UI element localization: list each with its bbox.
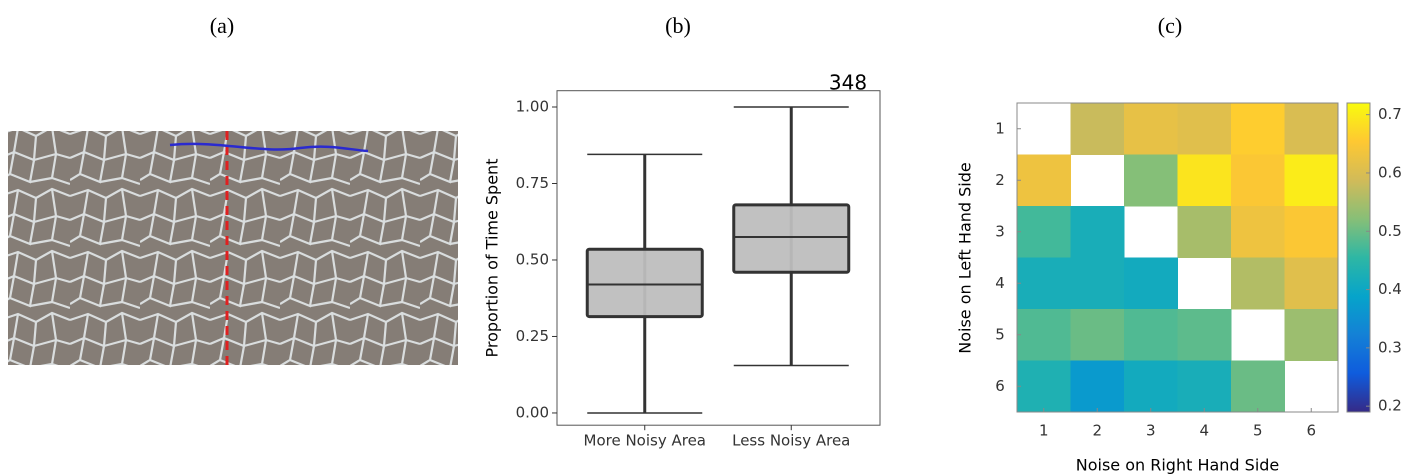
heat-cell — [1124, 257, 1178, 310]
y-tick-label: 6 — [995, 377, 1005, 395]
caustic-image — [8, 131, 458, 365]
colorbar-tick-label: 0.4 — [1378, 280, 1402, 298]
x-tick-label: Less Noisy Area — [732, 432, 850, 450]
heat-cell — [1070, 309, 1125, 361]
heat-cell — [1017, 154, 1071, 207]
heat-cell — [1284, 206, 1339, 258]
y-tick-label: 0.50 — [516, 250, 549, 268]
colorbar — [1346, 102, 1371, 413]
heat-cell — [1070, 206, 1125, 258]
heat-cell — [1177, 206, 1232, 258]
x-tick-label: 3 — [1146, 422, 1156, 440]
plot-frame — [1016, 102, 1339, 413]
y-tick-label: 3 — [995, 222, 1005, 240]
y-tick-label: 5 — [995, 325, 1005, 343]
heat-cell — [1124, 103, 1178, 155]
heat-cell — [1231, 154, 1285, 207]
heat-cell — [1017, 206, 1071, 258]
x-axis-label: Noise on Right Hand Side — [1076, 456, 1280, 475]
heat-cell — [1124, 360, 1178, 413]
y-tick-label: 0.00 — [516, 403, 549, 421]
x-tick-label: More Noisy Area — [584, 432, 707, 450]
heat-cell — [1231, 103, 1285, 155]
y-tick-label: 1 — [995, 119, 1005, 137]
x-tick-label: 1 — [1039, 422, 1049, 440]
photo-panel — [8, 131, 458, 365]
heat-cell — [1284, 103, 1339, 155]
x-tick-label: 6 — [1306, 422, 1316, 440]
y-tick-label: 0.25 — [516, 327, 549, 345]
heat-cell — [1017, 309, 1071, 361]
colorbar-tick-label: 0.2 — [1378, 397, 1402, 415]
x-tick-label: 2 — [1092, 422, 1102, 440]
y-tick-label: 4 — [995, 274, 1005, 292]
x-tick-label: 5 — [1253, 422, 1263, 440]
colorbar-tick-label: 0.7 — [1378, 105, 1402, 123]
colorbar-tick-label: 0.5 — [1378, 222, 1402, 240]
heat-cell — [1070, 257, 1125, 310]
box — [585, 247, 704, 319]
trajectory — [169, 142, 369, 153]
heat-cell — [1124, 309, 1178, 361]
panel-label: (a) — [210, 13, 234, 38]
heat-cell — [1070, 103, 1125, 155]
box — [732, 203, 851, 274]
heat-cell — [1124, 154, 1178, 207]
heat-cell — [1231, 206, 1285, 258]
panel-label: (c) — [1158, 13, 1182, 38]
y-axis-label: Noise on Left Hand Side — [956, 162, 975, 354]
heat-cell — [1177, 103, 1232, 155]
heat-cell — [1017, 257, 1071, 310]
y-axis-label: Proportion of Time Spent — [483, 159, 502, 358]
panel-label: (b) — [665, 13, 691, 38]
colorbar-tick-label: 0.6 — [1378, 163, 1402, 181]
x-tick-label: 4 — [1199, 422, 1209, 440]
y-tick-label: 1.00 — [516, 97, 549, 115]
heat-cell — [1284, 309, 1339, 361]
heat-cell — [1177, 360, 1232, 413]
heat-cell — [1284, 257, 1339, 310]
heat-cell — [1284, 154, 1339, 207]
heat-cell — [1017, 360, 1071, 413]
heat-cell — [1231, 360, 1285, 413]
heat-cell — [1177, 154, 1232, 207]
heat-cell — [1231, 257, 1285, 310]
y-tick-label: 0.75 — [516, 174, 549, 192]
heat-cell — [1070, 360, 1125, 413]
colorbar-tick-label: 0.3 — [1378, 338, 1402, 356]
y-tick-label: 2 — [995, 171, 1005, 189]
heat-cell — [1177, 309, 1232, 361]
